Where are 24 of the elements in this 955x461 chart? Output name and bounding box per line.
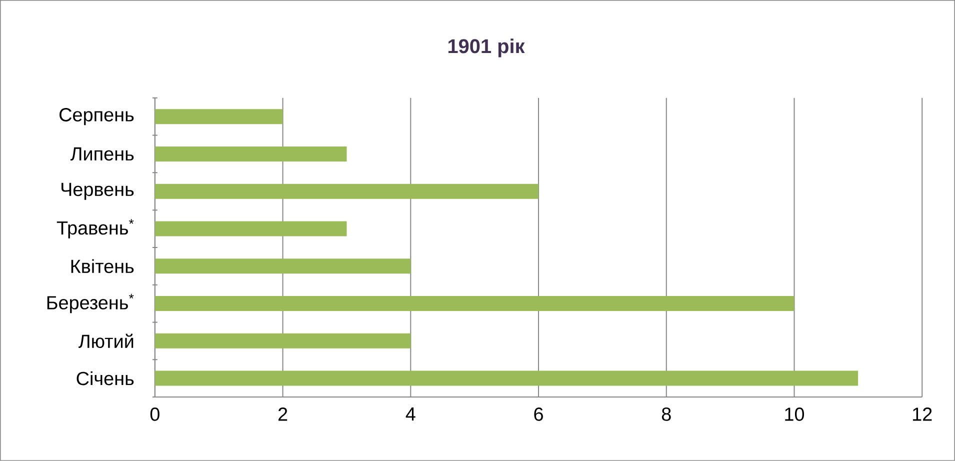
y-tick-label: Червень [62, 182, 134, 200]
x-tick-label: 2 [278, 408, 288, 421]
y-tick-label: Травень$^{*}$ [56, 219, 134, 238]
bar [154, 258, 411, 274]
x-tick-label: 0 [150, 408, 160, 421]
y-tick-label: Лютий [78, 334, 134, 348]
bar [154, 146, 347, 162]
bar [154, 333, 411, 348]
x-tick-label: 10 [785, 408, 804, 421]
y-tick-label: Січень [76, 371, 134, 386]
y-tick-label: Липень [70, 147, 134, 161]
bar [154, 296, 794, 312]
x-tick-label: 4 [406, 408, 416, 421]
bar [154, 221, 347, 236]
x-tick-label: 6 [534, 408, 543, 421]
bar [154, 370, 858, 386]
y-tick-label: Квітень [71, 259, 134, 274]
bar [154, 184, 539, 199]
y-tick-label: Серпень [60, 108, 134, 126]
chart-title: 1901 рік [448, 38, 525, 58]
y-tick-label: Березень$^{*}$ [47, 294, 134, 314]
x-tick-label: 8 [662, 408, 671, 421]
bar [154, 109, 283, 124]
x-tick-label: 12 [913, 408, 932, 421]
